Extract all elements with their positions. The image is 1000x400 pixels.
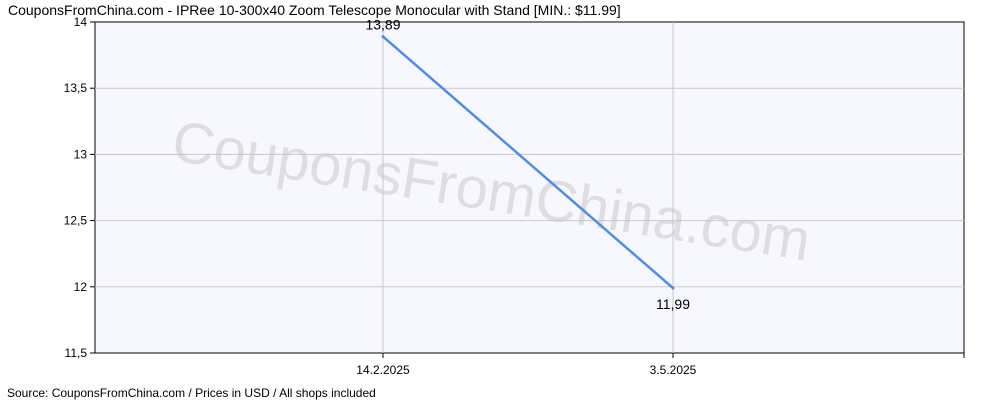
y-tick-label: 14 <box>74 15 88 29</box>
x-tick-label: 14.2.2025 <box>356 363 410 377</box>
data-labels: 13,89 11,99 <box>365 17 690 313</box>
plot-area <box>94 21 965 354</box>
axes <box>90 21 965 358</box>
data-label: 13,89 <box>365 17 400 33</box>
data-label: 11,99 <box>656 296 690 312</box>
series-lines <box>381 35 675 290</box>
chart-title: CouponsFromChina.com - IPRee 10-300x40 Z… <box>8 2 621 18</box>
y-axis-tick-labels: 11,5 12 12,5 13 13,5 14 <box>64 15 88 360</box>
y-tick-label: 13,5 <box>64 81 88 95</box>
y-tick-label: 12 <box>74 280 88 294</box>
grid-lines <box>95 22 964 353</box>
source-note: Source: CouponsFromChina.com / Prices in… <box>7 386 376 400</box>
y-tick-label: 13 <box>74 147 88 161</box>
data-point <box>671 286 675 290</box>
y-tick-label: 12,5 <box>64 214 88 228</box>
x-axis-tick-labels: 14.2.2025 3.5.2025 <box>356 363 696 377</box>
x-tick-label: 3.5.2025 <box>650 363 697 377</box>
data-point <box>381 35 385 39</box>
price-series-line <box>381 35 675 290</box>
y-tick-label: 11,5 <box>65 346 88 360</box>
